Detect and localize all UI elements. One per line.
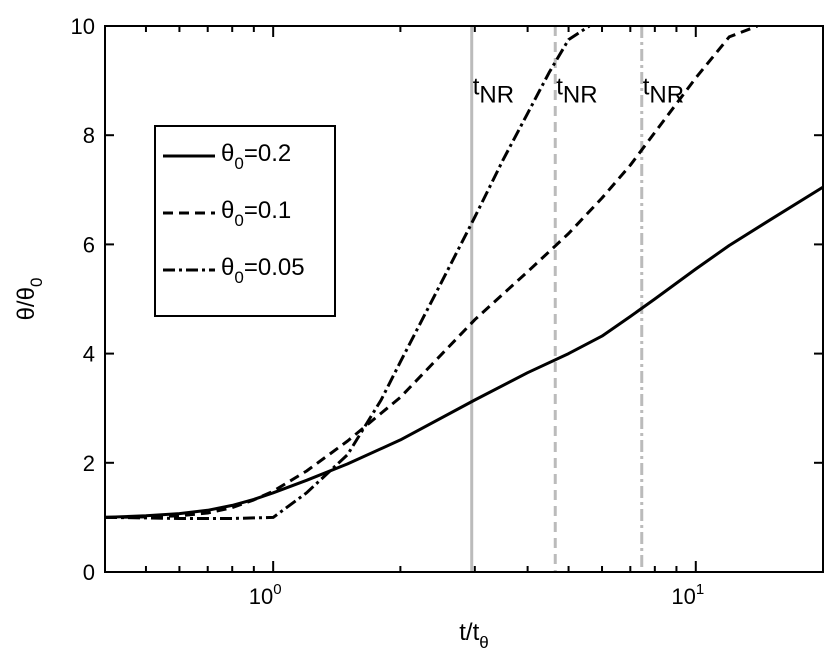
tnr-label-2: tNR xyxy=(556,73,597,108)
legend-symbol: θ xyxy=(221,140,234,167)
axis-labels: t/tθθ/θ0 xyxy=(13,278,489,652)
legend: θ0=0.2θ0=0.1θ0=0.05 xyxy=(154,125,336,317)
y-tick-label: 2 xyxy=(83,451,95,476)
x-axis-label-main: t/t xyxy=(459,619,479,646)
legend-symbol: θ xyxy=(221,254,234,281)
y-tick-label: 10 xyxy=(71,14,95,39)
tnr-label-main: t xyxy=(473,73,480,100)
legend-box xyxy=(154,125,336,317)
series-line-2 xyxy=(105,26,759,519)
y-axis-label: θ/θ0 xyxy=(13,278,46,321)
x-axis-label: t/tθ xyxy=(459,619,488,652)
series-line-1 xyxy=(105,185,823,519)
x-tick-label: 100 xyxy=(249,581,282,609)
y-axis-label-sub: 0 xyxy=(27,278,46,287)
legend-subscript: 0 xyxy=(234,211,243,230)
x-axis-label-sub: θ xyxy=(479,633,488,652)
y-tick-label: 6 xyxy=(83,232,95,257)
legend-subscript: 0 xyxy=(234,154,243,173)
legend-value: =0.2 xyxy=(244,140,291,167)
tnr-label-sub: NR xyxy=(563,81,598,108)
x-tick-label: 101 xyxy=(671,581,704,609)
legend-subscript: 0 xyxy=(234,268,243,287)
legend-label-3: θ0=0.05 xyxy=(221,254,305,287)
x-tick-base: 10 xyxy=(671,584,695,609)
tnr-label-main: t xyxy=(556,73,563,100)
series-lines xyxy=(105,26,823,520)
x-tick-exponent: 1 xyxy=(696,581,704,598)
plot-frame xyxy=(104,25,824,573)
legend-label-2: θ0=0.1 xyxy=(221,197,291,230)
x-tick-exponent: 0 xyxy=(273,581,281,598)
legend-value: =0.05 xyxy=(244,254,305,281)
legend-symbol: θ xyxy=(221,197,234,224)
tnr-annotations: tNR tNR tNR xyxy=(473,73,684,108)
tnr-label-sub: NR xyxy=(479,81,514,108)
y-tick-label: 8 xyxy=(83,123,95,148)
y-tick-label: 0 xyxy=(83,560,95,585)
series-line-3 xyxy=(105,26,591,520)
tnr-label-3: tNR xyxy=(643,73,684,108)
tnr-label-1: tNR xyxy=(473,73,514,108)
legend-label-1: θ0=0.2 xyxy=(221,140,291,173)
tnr-label-sub: NR xyxy=(649,81,684,108)
tnr-label-main: t xyxy=(643,73,650,100)
vertical-reference-lines xyxy=(470,26,644,572)
x-tick-base: 10 xyxy=(249,584,273,609)
legend-value: =0.1 xyxy=(244,197,291,224)
y-tick-label: 4 xyxy=(83,342,95,367)
y-axis-label-main: θ/θ xyxy=(13,287,40,320)
